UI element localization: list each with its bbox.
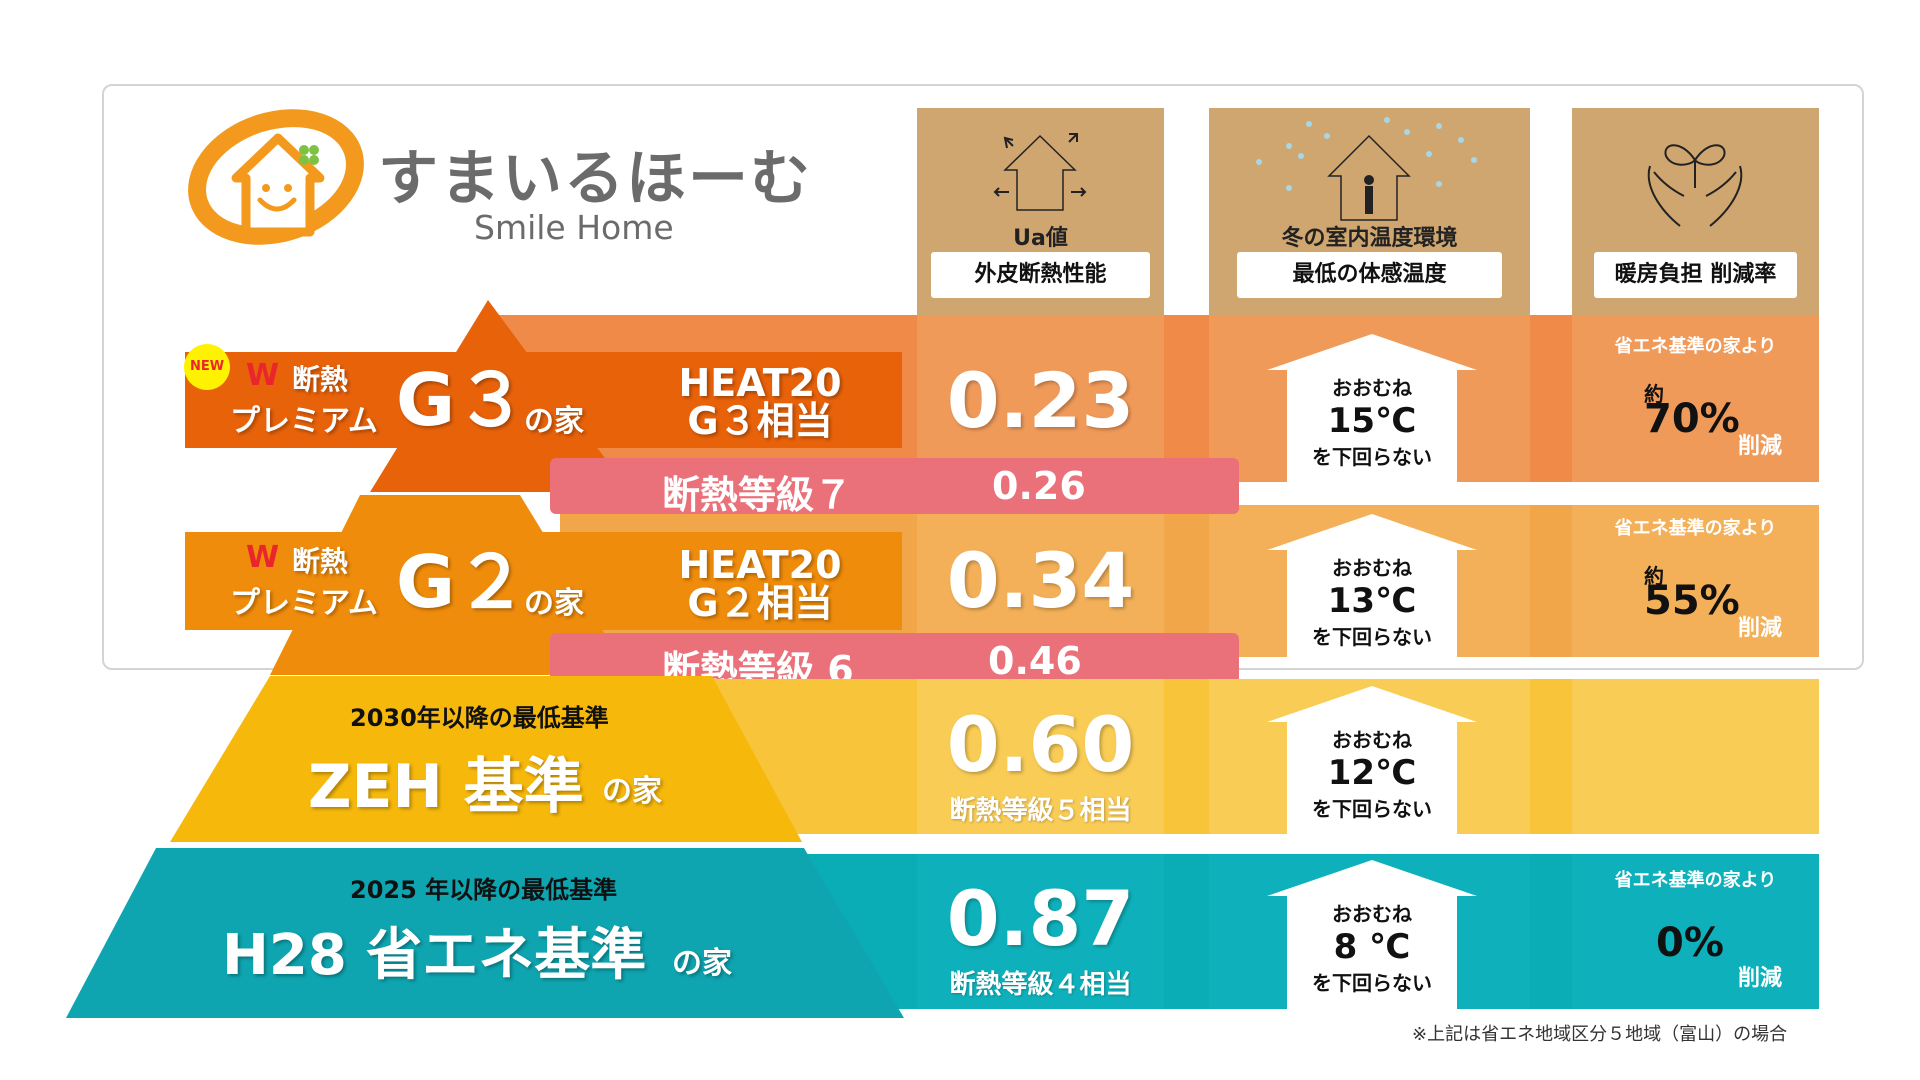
row-g2-heat20: HEAT20 G２相当 — [660, 546, 860, 622]
header-reduction-box: 暖房負担 削減率 — [1594, 252, 1797, 298]
header-ua-title: Ua値 — [1013, 226, 1068, 251]
logo-japanese: すまいるほーむ — [378, 144, 812, 214]
header-temp-title: 冬の室内温度環境 — [1281, 226, 1458, 251]
row-g2-line2: プレミアム — [230, 586, 378, 621]
row-g2-heat20-line1: HEAT20 — [678, 543, 842, 587]
row-g2-label-bar — [185, 532, 902, 630]
temp-post: を下回らない — [1312, 625, 1432, 649]
row-g2-reduction-approx: 約 — [1644, 564, 1664, 588]
header-ua-box: 外皮断熱性能 — [931, 252, 1150, 298]
row-g2-reduction-cell — [1572, 505, 1819, 657]
row-g2-heat20-line2: G２相当 — [687, 581, 833, 625]
row-g3-reduction-cell — [1572, 315, 1819, 482]
row-h28-suffix: の家 — [672, 946, 732, 981]
temp-value: 8 ℃ — [1333, 927, 1411, 967]
row-g2-reduction-cut: 削減 — [1738, 616, 1783, 641]
pyramid-zeh-segment — [170, 676, 802, 842]
temp-pre: おおむね — [1332, 728, 1412, 752]
row-g3-ua-value: 0.23 — [946, 356, 1135, 445]
row-g3-grade: G３ — [396, 358, 528, 442]
w-mark: W — [246, 358, 280, 393]
header-reduction-column: 暖房負担 削減率 — [1572, 108, 1819, 316]
row-h28-reduction-pct: 0% — [1656, 920, 1724, 966]
row-zeh-title: ZEH 基準 — [308, 752, 584, 822]
footnote: ※上記は省エネ地域区分５地域（富山）の場合 — [1412, 1024, 1788, 1045]
temp-post: を下回らない — [1312, 797, 1432, 821]
row-g2-ua-value: 0.34 — [946, 536, 1135, 625]
temp-post: を下回らない — [1312, 971, 1432, 995]
row-g3-reduction-approx: 約 — [1644, 382, 1664, 406]
row-g2-reduction-from: 省エネ基準の家より — [1614, 518, 1777, 539]
header-temp-box: 最低の体感温度 — [1237, 252, 1502, 298]
row-h28-ua-cell — [917, 854, 1164, 1009]
header-temp-column: 冬の室内温度環境 最低の体感温度 — [1209, 108, 1530, 316]
temp-value: 13℃ — [1327, 581, 1417, 621]
hands-sprout-icon — [1647, 144, 1743, 227]
header-ua-column: Ua値 外皮断熱性能 — [917, 108, 1164, 316]
new-badge: NEW — [184, 344, 230, 390]
grade7-label: 断熱等級７ — [662, 473, 853, 517]
grade7-bar: 断熱等級７ 0.26 — [550, 458, 1239, 517]
grade6-value: 0.46 — [988, 639, 1082, 683]
row-g3-heat20-line2: G３相当 — [687, 399, 833, 443]
row-g2-grade: G２ — [396, 540, 528, 624]
row-g2-reduction-pct: 55% — [1644, 578, 1740, 624]
grade7-value: 0.26 — [992, 464, 1086, 508]
temp-pre: おおむね — [1332, 902, 1412, 926]
row-g3-label-bar — [185, 352, 902, 448]
temp-pre: おおむね — [1332, 556, 1412, 580]
row-g3-heat20: HEAT20 G３相当 — [660, 364, 860, 440]
row-g3-reduction-cut: 削減 — [1738, 434, 1783, 459]
row-g3-ua-cell — [917, 315, 1164, 482]
temp-post: を下回らない — [1312, 445, 1432, 469]
row-zeh-reduction-cell — [1572, 679, 1819, 834]
row-g2-suffix: の家 — [524, 586, 584, 621]
row-g3-reduction-from: 省エネ基準の家より — [1614, 336, 1777, 357]
temp-value: 15℃ — [1327, 401, 1417, 441]
row-h28-subtitle: 2025 年以降の最低基準 — [350, 876, 618, 904]
house-snow-person-icon — [1256, 117, 1477, 221]
row-h28-reduction-from: 省エネ基準の家より — [1614, 870, 1777, 891]
house-heat-loss-icon — [993, 133, 1087, 211]
row-g3-reduction-pct: 70% — [1644, 396, 1740, 442]
row-h28-reduction-cell — [1572, 854, 1819, 1009]
logo-english: Smile Home — [474, 208, 674, 247]
row-zeh-temp-house: おおむね 12℃ を下回らない — [1267, 686, 1477, 840]
row-g3-line1: 断熱 — [292, 363, 349, 396]
row-g3-heat20-line1: HEAT20 — [678, 361, 842, 405]
logo-house-icon — [231, 133, 325, 237]
row-g3-line2: プレミアム — [230, 404, 378, 439]
row-h28-title: H28 省エネ基準 — [222, 923, 647, 988]
row-g3-temp-house: おおむね 15℃ を下回らない — [1267, 334, 1477, 488]
row-zeh-ua-note: 断熱等級５相当 — [949, 796, 1132, 826]
row-g2-temp-house: おおむね 13℃ を下回らない — [1267, 514, 1477, 668]
row-h28-temp-house: おおむね 8 ℃ を下回らない — [1267, 860, 1477, 1014]
temp-pre: おおむね — [1332, 376, 1412, 400]
w-mark: W — [246, 540, 280, 575]
row-zeh-subtitle: 2030年以降の最低基準 — [350, 704, 609, 732]
row-g2-ua-cell — [917, 505, 1164, 657]
row-h28-ua-value: 0.87 — [946, 874, 1135, 963]
pyramid-h28-segment — [66, 848, 904, 1018]
temp-value: 12℃ — [1327, 753, 1417, 793]
row-g3-suffix: の家 — [524, 404, 584, 439]
row-h28-ua-note: 断熱等級４相当 — [949, 970, 1132, 1000]
row-g2-line1: 断熱 — [292, 545, 349, 578]
row-zeh-ua-cell — [917, 679, 1164, 834]
row-zeh-suffix: の家 — [602, 774, 662, 809]
row-h28-reduction-cut: 削減 — [1738, 966, 1783, 991]
row-zeh-ua-value: 0.60 — [946, 700, 1135, 789]
